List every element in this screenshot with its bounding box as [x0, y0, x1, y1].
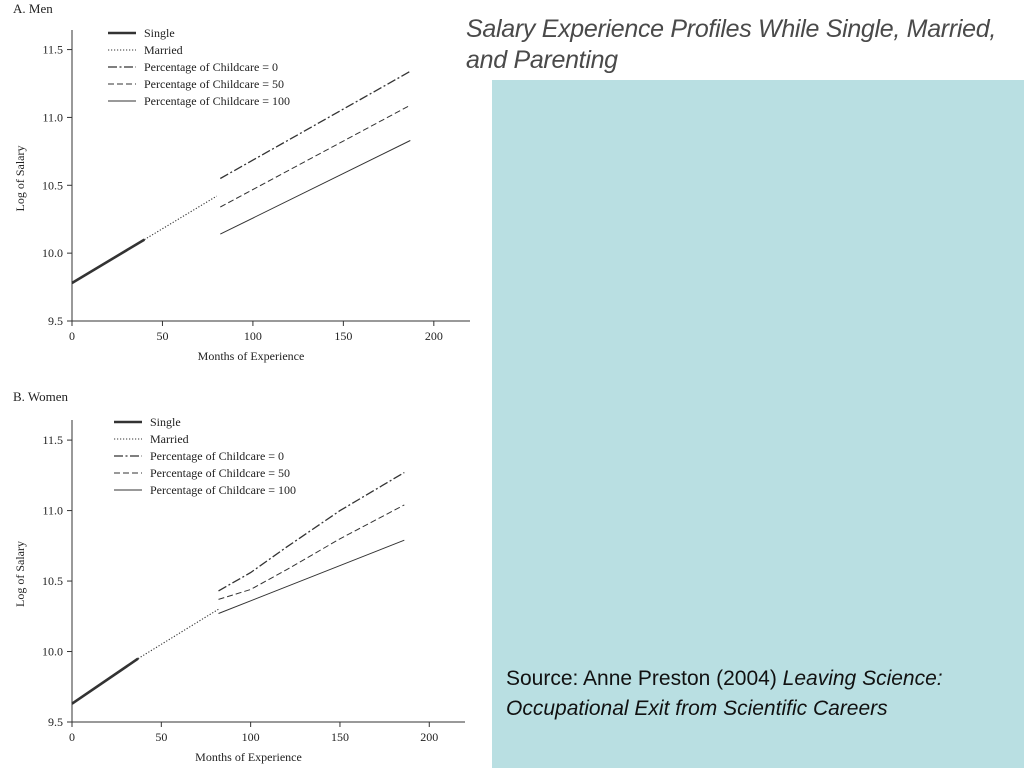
women-y-tick-label: 9.5 [48, 715, 63, 729]
women-series-line-5 [218, 539, 405, 614]
men-salary-chart: A. Men 9.5 10.0 10.5 11.0 11.5 0 50 100 150 200 Mon… [13, 1, 470, 363]
men-legend-label-1: Single [144, 26, 175, 40]
women-series-line-1 [71, 657, 139, 705]
source-prefix: Source: Anne Preston (2004) [506, 667, 783, 690]
women-x-tick-label: 150 [331, 730, 349, 744]
men-x-tick-label: 150 [334, 329, 352, 343]
women-y-tick-label: 10.5 [42, 574, 63, 588]
women-x-axis-label: Months of Experience [195, 750, 302, 764]
teal-panel [492, 80, 1024, 768]
men-legend-label-5: Percentage of Childcare = 100 [144, 94, 290, 108]
source-book-title: Leaving Science: Occupational Exit from … [506, 667, 943, 720]
men-series-line-4 [220, 104, 411, 208]
women-y-tick-label: 11.5 [42, 433, 63, 447]
women-legend-label-2: Married [150, 432, 189, 446]
men-legend-label-2: Married [144, 43, 183, 57]
women-legend-label-3: Percentage of Childcare = 0 [150, 449, 284, 463]
men-series-line-5 [220, 140, 411, 235]
women-x-tick-label: 50 [155, 730, 167, 744]
figure-panel: A. Men 9.5 10.0 10.5 11.0 11.5 0 50 100 150 200 Mon… [0, 0, 492, 768]
women-x-tick-label: 0 [69, 730, 75, 744]
men-y-tick-label: 10.5 [42, 178, 63, 192]
women-x-tick-label: 200 [420, 730, 438, 744]
men-y-tick-label: 9.5 [48, 314, 63, 328]
men-legend-label-4: Percentage of Childcare = 50 [144, 77, 284, 91]
men-series-line-2 [144, 195, 217, 241]
men-series-line-3 [219, 70, 411, 180]
men-y-tick-label: 11.5 [42, 43, 63, 57]
women-series-line-4 [218, 504, 405, 600]
men-chart-title: A. Men [13, 1, 53, 16]
men-legend-label-3: Percentage of Childcare = 0 [144, 60, 278, 74]
women-legend-label-1: Single [150, 415, 181, 429]
men-x-tick-label: 0 [69, 329, 75, 343]
source-citation: Source: Anne Preston (2004) Leaving Scie… [506, 664, 1006, 724]
women-series-line-2 [137, 608, 219, 660]
men-x-tick-label: 200 [425, 329, 443, 343]
men-x-axis-label: Months of Experience [198, 349, 305, 363]
men-y-tick-label: 11.0 [42, 110, 63, 124]
women-salary-chart: B. Women 9.5 10.0 10.5 11.0 11.5 0 50 100 150 200 M… [13, 389, 465, 764]
women-y-axis-label: Log of Salary [13, 541, 27, 607]
women-legend-label-4: Percentage of Childcare = 50 [150, 466, 290, 480]
women-x-tick-label: 100 [242, 730, 260, 744]
men-x-tick-label: 50 [156, 329, 168, 343]
women-legend-label-5: Percentage of Childcare = 100 [150, 483, 296, 497]
men-series-line-1 [71, 238, 146, 285]
men-x-tick-label: 100 [244, 329, 262, 343]
women-y-tick-label: 11.0 [42, 504, 63, 518]
slide-title: Salary Experience Profiles While Single,… [466, 15, 996, 74]
women-series-line-3 [218, 471, 405, 592]
women-y-tick-label: 10.0 [42, 645, 63, 659]
men-y-tick-label: 10.0 [42, 246, 63, 260]
women-chart-title: B. Women [13, 389, 69, 404]
men-y-axis-label: Log of Salary [13, 146, 27, 212]
